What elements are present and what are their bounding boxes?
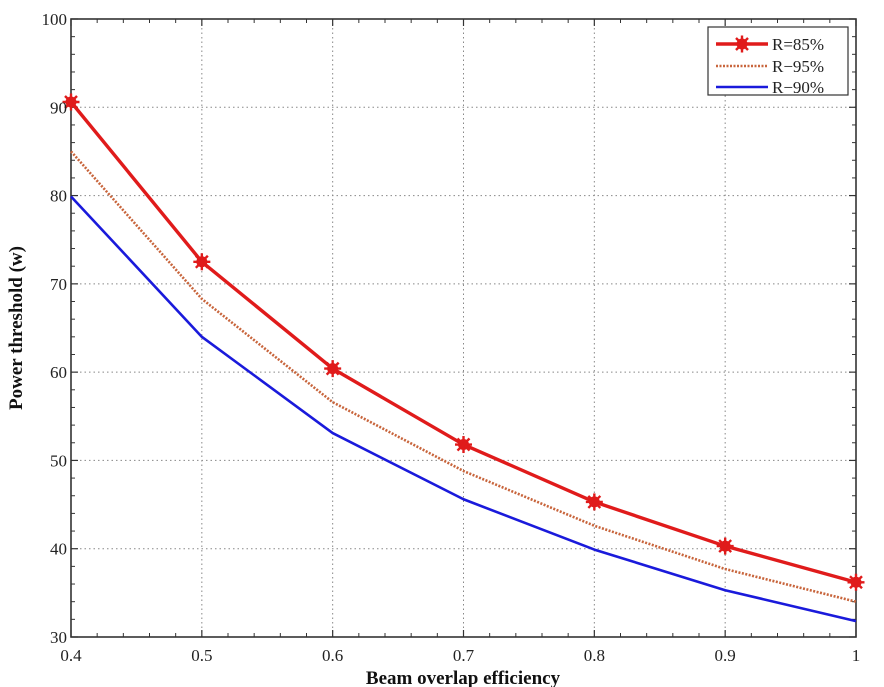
x-tick-labels: 0.4 0.5 0.6 0.7 0.8 0.9 1	[60, 646, 860, 665]
plot-background	[71, 19, 856, 637]
x-axis-title: Beam overlap efficiency	[366, 668, 561, 687]
legend-item: R=85%	[716, 35, 824, 54]
x-tick-label: 1	[852, 646, 861, 665]
plot-frame	[70, 18, 857, 638]
grid-lines	[71, 19, 856, 637]
y-tick-label: 60	[50, 363, 67, 382]
star-marker-icon	[716, 537, 734, 555]
y-tick-labels: 30 40 50 60 70 80 90 100	[42, 10, 68, 647]
series-line-r95	[70, 150, 857, 603]
y-axis-title: Power threshold (w)	[6, 246, 27, 410]
star-marker-icon	[62, 93, 80, 111]
y-tick-label: 40	[50, 540, 67, 559]
x-tick-label: 0.6	[322, 646, 343, 665]
series-line-r90	[70, 195, 857, 623]
x-tick-label: 0.7	[453, 646, 475, 665]
legend: R=85% R−95% R−90%	[707, 26, 849, 97]
y-tick-label: 70	[50, 275, 67, 294]
x-tick-label: 0.5	[191, 646, 212, 665]
star-marker-icon	[733, 35, 751, 53]
x-tick-label: 0.9	[715, 646, 736, 665]
legend-box	[707, 26, 849, 96]
legend-label: R−90%	[772, 78, 824, 97]
y-tick-label: 30	[50, 628, 67, 647]
legend-item: R−95%	[716, 57, 824, 76]
legend-label: R−95%	[772, 57, 824, 76]
y-tick-label: 50	[50, 451, 67, 470]
y-tick-label: 90	[50, 98, 67, 117]
star-marker-icon	[585, 493, 603, 511]
x-tick-label: 0.4	[60, 646, 82, 665]
star-marker-icon	[193, 253, 211, 271]
y-tick-label: 100	[42, 10, 68, 29]
x-tick-label: 0.8	[584, 646, 605, 665]
star-marker-icon	[455, 436, 472, 454]
legend-item: R−90%	[716, 78, 824, 97]
star-marker-icon	[324, 360, 342, 378]
data-series	[62, 93, 865, 623]
y-tick-label: 80	[50, 187, 67, 206]
star-marker-icon	[847, 573, 865, 591]
legend-label: R=85%	[772, 35, 824, 54]
